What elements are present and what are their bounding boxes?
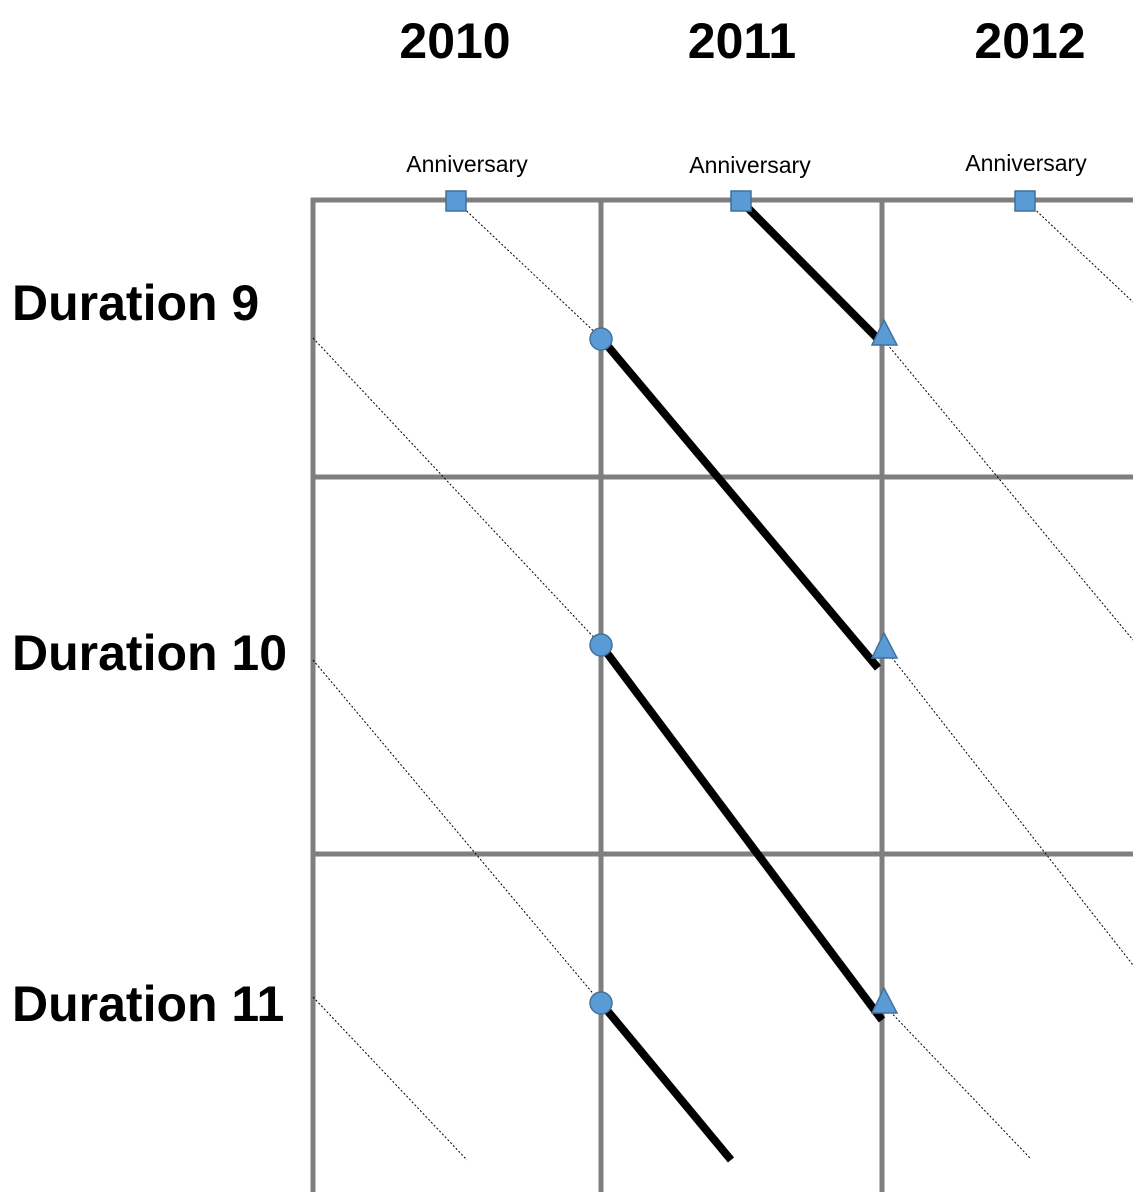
guide-line (881, 644, 1133, 966)
anniversary-markers (445, 190, 1036, 212)
guide-line (881, 337, 1133, 641)
guide-lines (312, 199, 1133, 1161)
circle-marker (589, 991, 613, 1015)
circle-marker (589, 327, 613, 351)
triangle-marker (870, 631, 899, 659)
guide-line (1024, 199, 1133, 303)
year-label-2011: 2011 (687, 13, 797, 69)
guide-line (454, 199, 602, 339)
guide-line (312, 659, 602, 1004)
duration-label-10: Duration 10 (12, 625, 288, 681)
guide-line (312, 996, 468, 1161)
anniversary-label-2011: Anniversary (689, 152, 811, 178)
triangle-markers (870, 318, 899, 1014)
circle-marker (589, 633, 613, 657)
guide-line (881, 1002, 1031, 1159)
grid (310, 197, 1133, 1192)
triangle-marker (870, 986, 899, 1014)
duration-label-11: Duration 11 (12, 976, 285, 1032)
duration-label-9: Duration 9 (12, 275, 260, 331)
year-label-2012: 2012 (974, 13, 1086, 69)
lifelines (597, 197, 886, 1163)
triangle-marker (870, 318, 899, 346)
anniversary-label-2010: Anniversary (406, 151, 528, 177)
guide-line (312, 337, 602, 646)
lifeline (597, 1000, 735, 1163)
anniversary-label-2012: Anniversary (965, 150, 1087, 176)
anniversary-square-marker (730, 190, 752, 212)
year-label-2010: 2010 (399, 13, 511, 69)
lifeline (597, 642, 886, 1023)
anniversary-square-marker (1014, 190, 1036, 212)
lifeline (597, 335, 882, 671)
anniversary-square-marker (445, 190, 467, 212)
circle-markers (589, 327, 613, 1015)
lifeline (737, 197, 884, 345)
